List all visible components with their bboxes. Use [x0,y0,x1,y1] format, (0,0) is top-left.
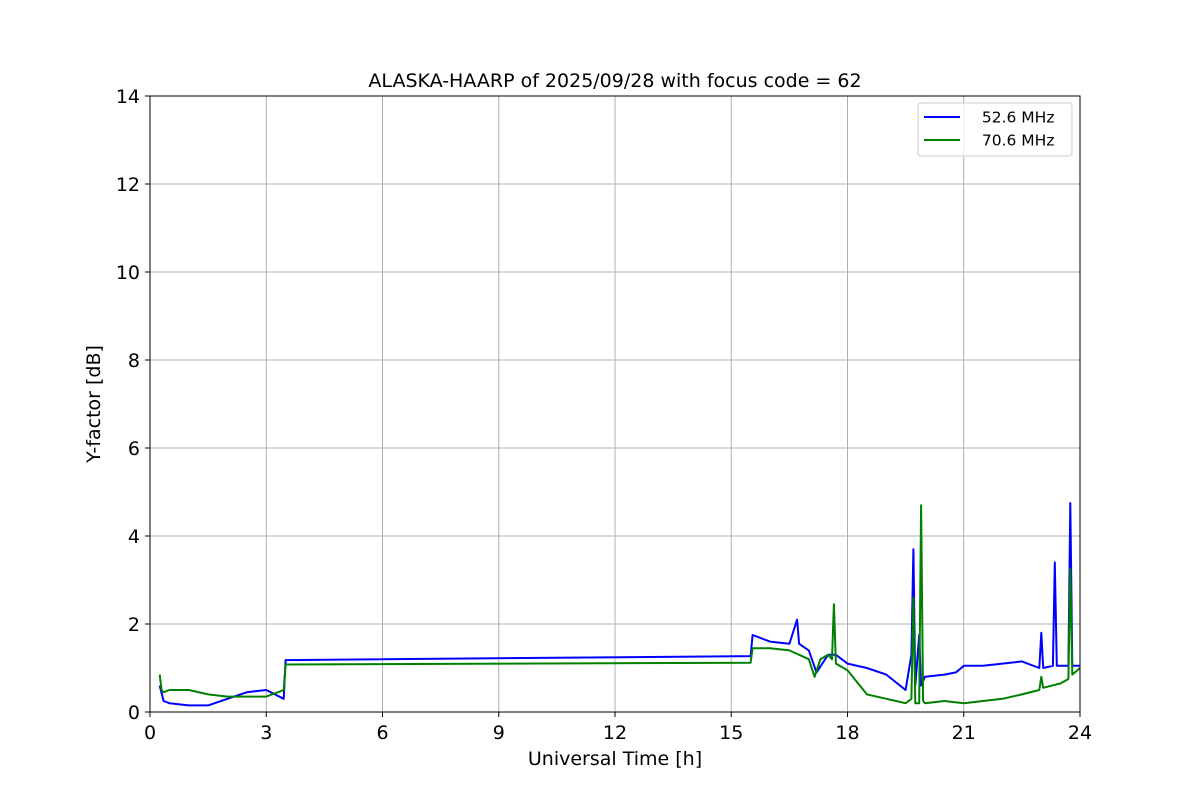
x-tick-label: 21 [952,722,976,744]
x-tick-label: 3 [260,722,272,744]
x-tick-label: 24 [1068,722,1092,744]
x-tick-label: 6 [376,722,388,744]
series-layer [158,502,1081,707]
y-tick-label: 2 [128,614,140,636]
y-tick-label: 12 [116,174,140,196]
series-line-0 [158,502,1080,707]
y-tick-label: 6 [128,438,140,460]
x-tick-label: 18 [835,722,859,744]
y-tick-label: 8 [128,350,140,372]
series-line-1 [158,504,1081,705]
ticks [145,95,1081,717]
y-tick-label: 0 [128,702,140,724]
y-tick-label: 10 [116,262,140,284]
x-tick-label: 9 [493,722,505,744]
x-tick-label: 12 [603,722,627,744]
x-tick-labels: 0 3 6 9 12 15 18 21 24 [144,722,1092,744]
legend: 52.6 MHz 70.6 MHz [917,102,1073,157]
x-axis-label: Universal Time [h] [528,748,702,770]
y-tick-labels: 0 2 4 6 8 10 12 14 [116,86,140,724]
chart-title: ALASKA-HAARP of 2025/09/28 with focus co… [368,70,861,92]
y-axis-label: Y-factor [dB] [83,345,105,464]
x-tick-label: 15 [719,722,743,744]
legend-label-52-6-mhz: 52.6 MHz [972,109,1054,127]
legend-label-70-6-mhz: 70.6 MHz [972,132,1054,150]
y-tick-label: 14 [116,86,140,108]
y-tick-label: 4 [128,526,140,548]
x-tick-label: 0 [144,722,156,744]
